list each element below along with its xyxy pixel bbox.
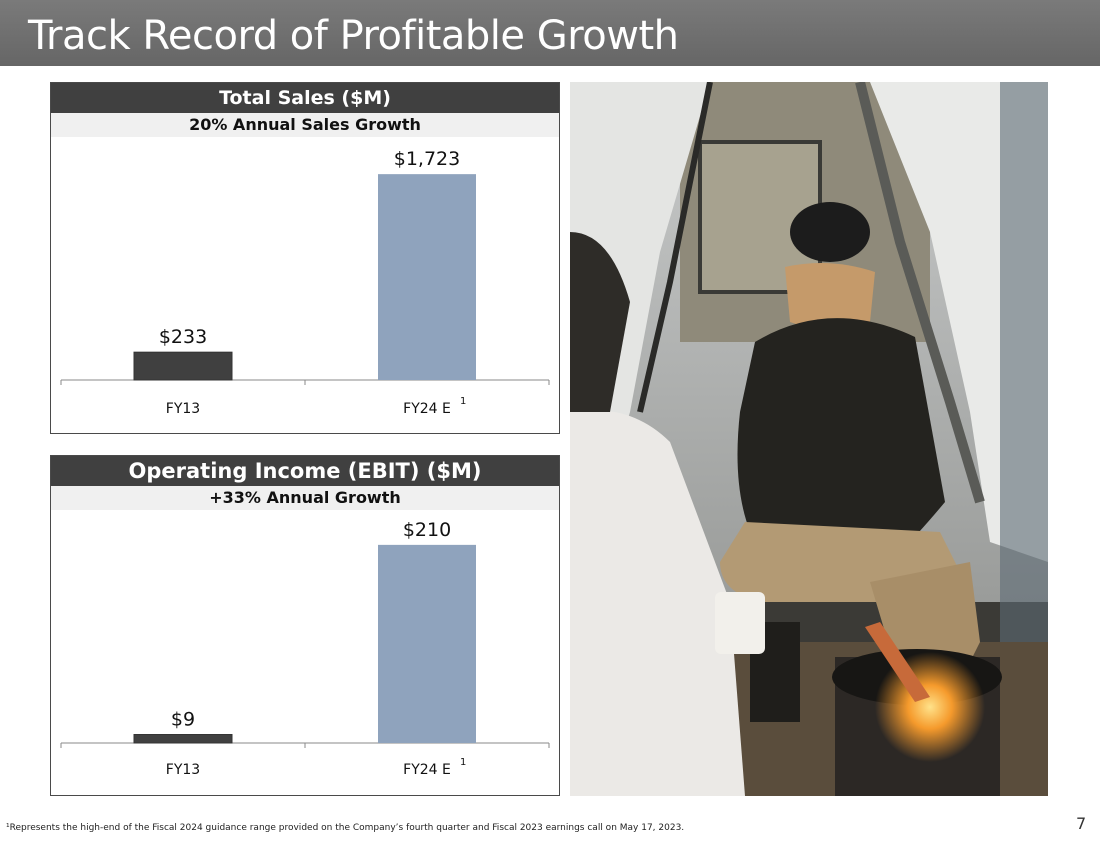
x-tick-label: FY24 E [403, 401, 451, 417]
footnote-marker: 1 [460, 396, 466, 407]
campfire-photo [570, 82, 1048, 796]
x-tick-label: FY24 E [403, 762, 451, 778]
bar-fy13 [133, 351, 233, 381]
bar-fy24-e [378, 174, 476, 380]
total-sales-chart: $233 FY13 $1,723 FY24 E 1 [60, 148, 550, 417]
chart-title: Operating Income (EBIT) ($M) [51, 456, 559, 486]
operating-income-chart: $9 FY13 $210 FY24 E 1 [60, 519, 550, 778]
page-number: 7 [1076, 814, 1087, 833]
operating-income-chart-panel: $9 FY13 $210 FY24 E 1 Operating Income (EBIT… [50, 455, 560, 796]
chart-title: Total Sales ($M) [51, 83, 559, 113]
footnote: ¹Represents the high-end of the Fiscal 2… [6, 823, 685, 833]
chart-subtitle: 20% Annual Sales Growth [51, 113, 559, 137]
footnote-marker: 1 [460, 757, 466, 768]
total-sales-chart-panel: $233 FY13 $1,723 FY24 E 1 Total Sales ($M) 2… [50, 82, 560, 434]
slide-title: Track Record of Profitable Growth [28, 13, 679, 59]
bar-fy24-e [378, 544, 476, 743]
data-label: $9 [171, 709, 195, 731]
data-label: $210 [403, 519, 451, 541]
title-bar: Track Record of Profitable Growth [0, 0, 1100, 66]
data-label: $233 [159, 326, 207, 348]
x-tick-label: FY13 [166, 762, 200, 778]
bar-fy13 [133, 734, 233, 744]
chart-subtitle: +33% Annual Growth [51, 486, 559, 510]
x-tick-label: FY13 [166, 401, 200, 417]
data-label: $1,723 [394, 148, 460, 170]
